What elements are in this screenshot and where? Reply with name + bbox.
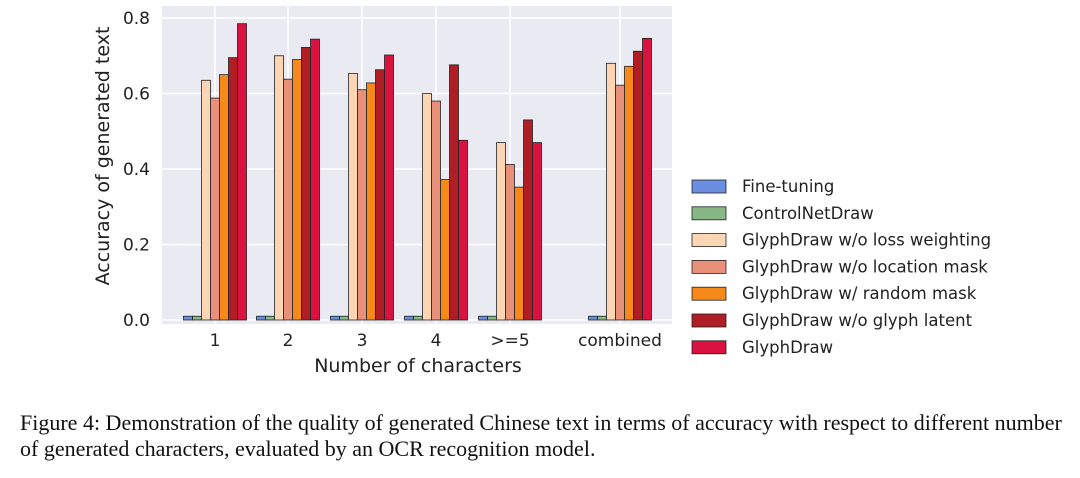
bar	[330, 315, 340, 321]
accuracy-bar-chart: 0.0 0.2 0.4 0.6 0.8 1 2 3 4 >=5 combined Number o…	[92, 6, 991, 377]
y-tick-label: 0.4	[123, 160, 150, 180]
x-tick-label: combined	[578, 331, 662, 351]
bar	[292, 59, 302, 321]
x-tick-labels: 1 2 3 4 >=5 combined	[210, 331, 662, 351]
bar	[431, 100, 441, 321]
bar	[357, 89, 367, 321]
legend-swatch	[691, 233, 727, 248]
bar	[496, 142, 506, 321]
legend-label: GlyphDraw w/o location mask	[742, 257, 988, 276]
legend-label: GlyphDraw w/o loss weighting	[742, 231, 991, 250]
legend-label: ControlNetDraw	[742, 204, 874, 223]
y-axis-label: Accuracy of generated text	[92, 27, 114, 286]
bar	[366, 82, 376, 321]
figure-caption: Figure 4: Demonstration of the quality o…	[20, 410, 1062, 461]
bar	[274, 55, 284, 321]
bar	[458, 139, 468, 321]
y-tick-label: 0.6	[123, 85, 150, 105]
bar	[413, 315, 423, 321]
bar	[192, 315, 202, 321]
bar	[301, 47, 311, 321]
bar	[440, 179, 450, 321]
bar	[219, 74, 229, 321]
bar	[532, 142, 542, 321]
legend-label: GlyphDraw w/o glyph latent	[742, 311, 973, 330]
bar	[588, 315, 598, 321]
bar	[310, 38, 320, 321]
bar	[375, 69, 385, 321]
bar	[283, 78, 293, 321]
x-tick-label: 3	[357, 331, 368, 351]
legend-label: GlyphDraw	[742, 338, 833, 357]
bar	[201, 79, 211, 321]
x-tick-label: >=5	[490, 331, 529, 351]
legend-label: GlyphDraw w/ random mask	[742, 284, 977, 303]
bar	[487, 315, 497, 321]
bar	[422, 93, 432, 321]
x-axis-label: Number of characters	[314, 355, 522, 377]
bar	[449, 64, 459, 321]
x-tick-label: 4	[431, 331, 442, 351]
bar	[633, 50, 643, 321]
bar	[183, 315, 193, 321]
legend-swatch	[691, 259, 727, 274]
legend-swatch	[691, 286, 727, 301]
bar	[339, 315, 349, 321]
bar	[642, 37, 652, 321]
legend-label: Fine-tuning	[742, 177, 834, 196]
bars-group	[183, 23, 652, 321]
y-tick-label: 0.0	[123, 311, 150, 331]
bar	[256, 315, 266, 321]
bar	[478, 315, 488, 321]
bar	[384, 54, 394, 321]
y-tick-label: 0.8	[123, 9, 150, 29]
bar	[404, 315, 414, 321]
bar	[624, 65, 634, 321]
legend-swatch	[691, 206, 727, 221]
x-tick-label: 2	[283, 331, 294, 351]
x-tick-label: 1	[210, 331, 221, 351]
bar	[514, 186, 524, 321]
legend-swatch	[691, 179, 727, 194]
legend-swatch	[691, 313, 727, 328]
bar	[523, 119, 533, 321]
bar	[606, 62, 616, 321]
bar	[265, 315, 275, 321]
legend: Fine-tuning ControlNetDraw GlyphDraw w/o l…	[691, 177, 991, 357]
bar	[615, 84, 625, 321]
bar	[237, 23, 247, 321]
y-tick-label: 0.2	[123, 236, 150, 256]
bar	[597, 315, 607, 321]
legend-swatch	[691, 340, 727, 355]
bar	[210, 97, 220, 321]
bar	[348, 73, 358, 321]
bar	[505, 164, 515, 321]
bar	[228, 57, 238, 321]
plot-background	[162, 6, 672, 324]
y-tick-labels: 0.0 0.2 0.4 0.6 0.8	[123, 9, 150, 331]
